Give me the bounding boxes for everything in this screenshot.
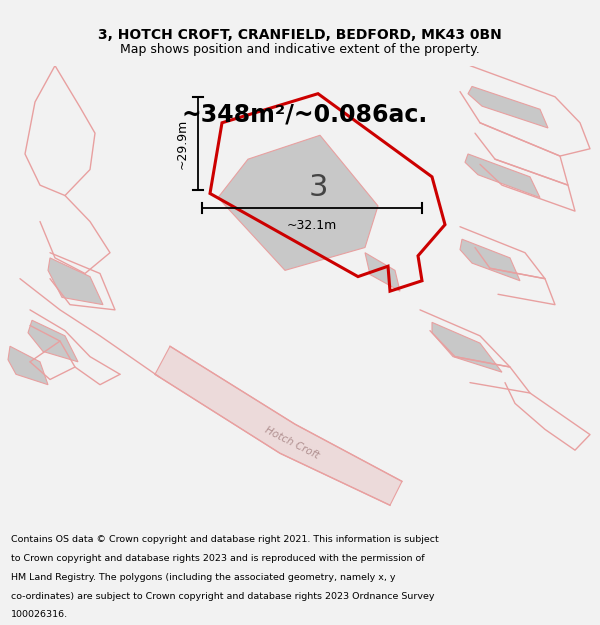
Text: Map shows position and indicative extent of the property.: Map shows position and indicative extent… <box>120 44 480 56</box>
Polygon shape <box>28 320 78 362</box>
Text: 3: 3 <box>308 173 328 202</box>
Polygon shape <box>465 154 540 198</box>
Polygon shape <box>8 346 48 385</box>
Text: 100026316.: 100026316. <box>11 611 68 619</box>
Polygon shape <box>365 253 400 291</box>
Polygon shape <box>468 86 548 128</box>
Polygon shape <box>218 135 378 271</box>
Polygon shape <box>155 346 402 505</box>
Text: ~29.9m: ~29.9m <box>176 119 188 169</box>
Text: to Crown copyright and database rights 2023 and is reproduced with the permissio: to Crown copyright and database rights 2… <box>11 554 424 562</box>
Text: HM Land Registry. The polygons (including the associated geometry, namely x, y: HM Land Registry. The polygons (includin… <box>11 572 395 582</box>
Text: Contains OS data © Crown copyright and database right 2021. This information is : Contains OS data © Crown copyright and d… <box>11 535 439 544</box>
Polygon shape <box>460 239 520 281</box>
Text: 3, HOTCH CROFT, CRANFIELD, BEDFORD, MK43 0BN: 3, HOTCH CROFT, CRANFIELD, BEDFORD, MK43… <box>98 28 502 42</box>
Polygon shape <box>48 258 103 304</box>
Text: Hotch Croft: Hotch Croft <box>263 425 321 461</box>
Polygon shape <box>432 322 502 372</box>
Text: ~32.1m: ~32.1m <box>287 219 337 232</box>
Text: ~348m²/~0.086ac.: ~348m²/~0.086ac. <box>182 102 428 126</box>
Text: co-ordinates) are subject to Crown copyright and database rights 2023 Ordnance S: co-ordinates) are subject to Crown copyr… <box>11 592 434 601</box>
